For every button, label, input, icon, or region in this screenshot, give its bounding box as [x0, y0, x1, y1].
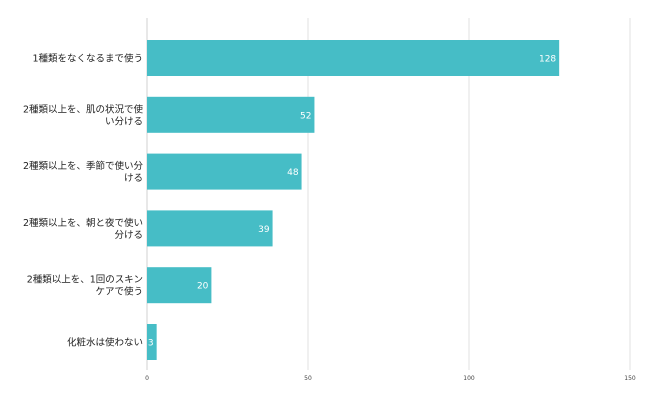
- category-label: 1種類をなくなるまで使う: [32, 53, 143, 65]
- x-axis-ticks: 0 50 100 150: [145, 375, 636, 382]
- data-label: 39: [258, 225, 270, 235]
- data-label: 3: [148, 339, 154, 349]
- category-label-line: ケアで使う: [95, 286, 143, 298]
- data-label: 52: [300, 111, 311, 121]
- bars: 128 52 48 39 20 3: [147, 40, 560, 360]
- data-label: 48: [287, 168, 299, 178]
- bar: [147, 40, 560, 76]
- bar: [147, 210, 273, 247]
- category-label-line: 1種類をなくなるまで使う: [32, 53, 143, 65]
- x-tick-label: 50: [304, 375, 312, 382]
- bar: [147, 267, 212, 304]
- category-label: 化粧水は使わない: [67, 337, 143, 349]
- category-labels: 1種類をなくなるまで使う 2種類以上を、肌の状況で使い分ける 2種類以上を、季節で使…: [23, 53, 144, 349]
- bar: [147, 96, 315, 133]
- bar: [147, 153, 302, 190]
- category-label: 2種類以上を、朝と夜で使い分ける: [23, 217, 143, 241]
- data-label: 128: [539, 55, 556, 65]
- category-label-line: 分ける: [114, 230, 143, 241]
- category-label-line: 2種類以上を、季節で使い分: [23, 160, 144, 172]
- x-tick-label: 0: [145, 375, 149, 382]
- category-label: 2種類以上を、季節で使い分ける: [23, 160, 144, 184]
- category-label-line: 2種類以上を、肌の状況で使: [23, 103, 144, 115]
- category-label-line: 2種類以上を、1回のスキン: [27, 275, 143, 286]
- x-tick-label: 100: [463, 375, 475, 382]
- category-label-line: 化粧水は使わない: [67, 337, 143, 349]
- category-label-line: 2種類以上を、朝と夜で使い: [23, 217, 143, 229]
- category-label-line: ける: [124, 173, 143, 184]
- bar: [147, 324, 157, 360]
- category-label-line: い分ける: [105, 116, 143, 127]
- data-label: 20: [197, 282, 209, 292]
- gridlines: [146, 18, 631, 370]
- category-label: 2種類以上を、肌の状況で使い分ける: [23, 103, 144, 127]
- x-tick-label: 150: [624, 375, 636, 382]
- category-label: 2種類以上を、1回のスキンケアで使う: [27, 275, 143, 298]
